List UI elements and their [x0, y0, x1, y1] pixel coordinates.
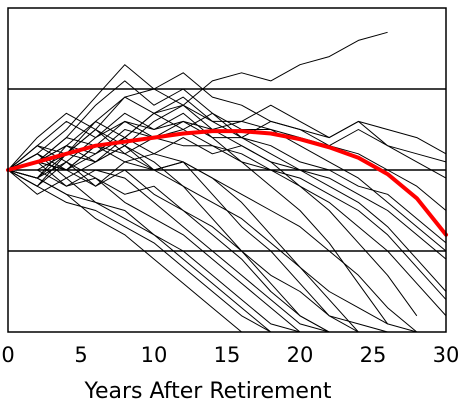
simulation-path-21: [8, 169, 330, 332]
simulation-path-20: [8, 161, 388, 332]
simulation-path-2: [8, 64, 446, 171]
simulation-path-10: [8, 161, 330, 332]
simulation-path-8: [8, 129, 359, 332]
simulation-path-23: [8, 96, 446, 179]
simulation-path-17: [8, 96, 446, 292]
simulation-path-22: [8, 169, 272, 332]
simulation-path-19: [8, 153, 417, 332]
simulation-path-11: [8, 161, 301, 332]
x-tick-labels: 0 5 10 15 20 25 30: [1, 343, 459, 367]
simulation-path-25: [8, 112, 446, 244]
x-tick-label-10: 10: [141, 343, 168, 367]
simulation-path-13: [8, 169, 272, 332]
x-tick-label-0: 0: [1, 343, 14, 367]
x-tick-label-20: 20: [287, 343, 314, 367]
median-path: [6, 129, 448, 237]
x-tick-label-25: 25: [360, 343, 387, 367]
x-tick-label-5: 5: [74, 343, 87, 367]
simulation-path-5: [8, 104, 418, 317]
plot-frame: [7, 7, 447, 333]
simulation-path-26: [8, 145, 418, 332]
x-tick-label-15: 15: [214, 343, 241, 367]
x-axis-title: Years After Retirement: [83, 379, 331, 404]
simulation-paths: [8, 31, 446, 332]
median-path-line: [6, 129, 448, 237]
simulation-path-9: [8, 145, 330, 332]
simulation-path-1: [8, 31, 388, 171]
x-tick-label-30: 30: [433, 343, 460, 367]
